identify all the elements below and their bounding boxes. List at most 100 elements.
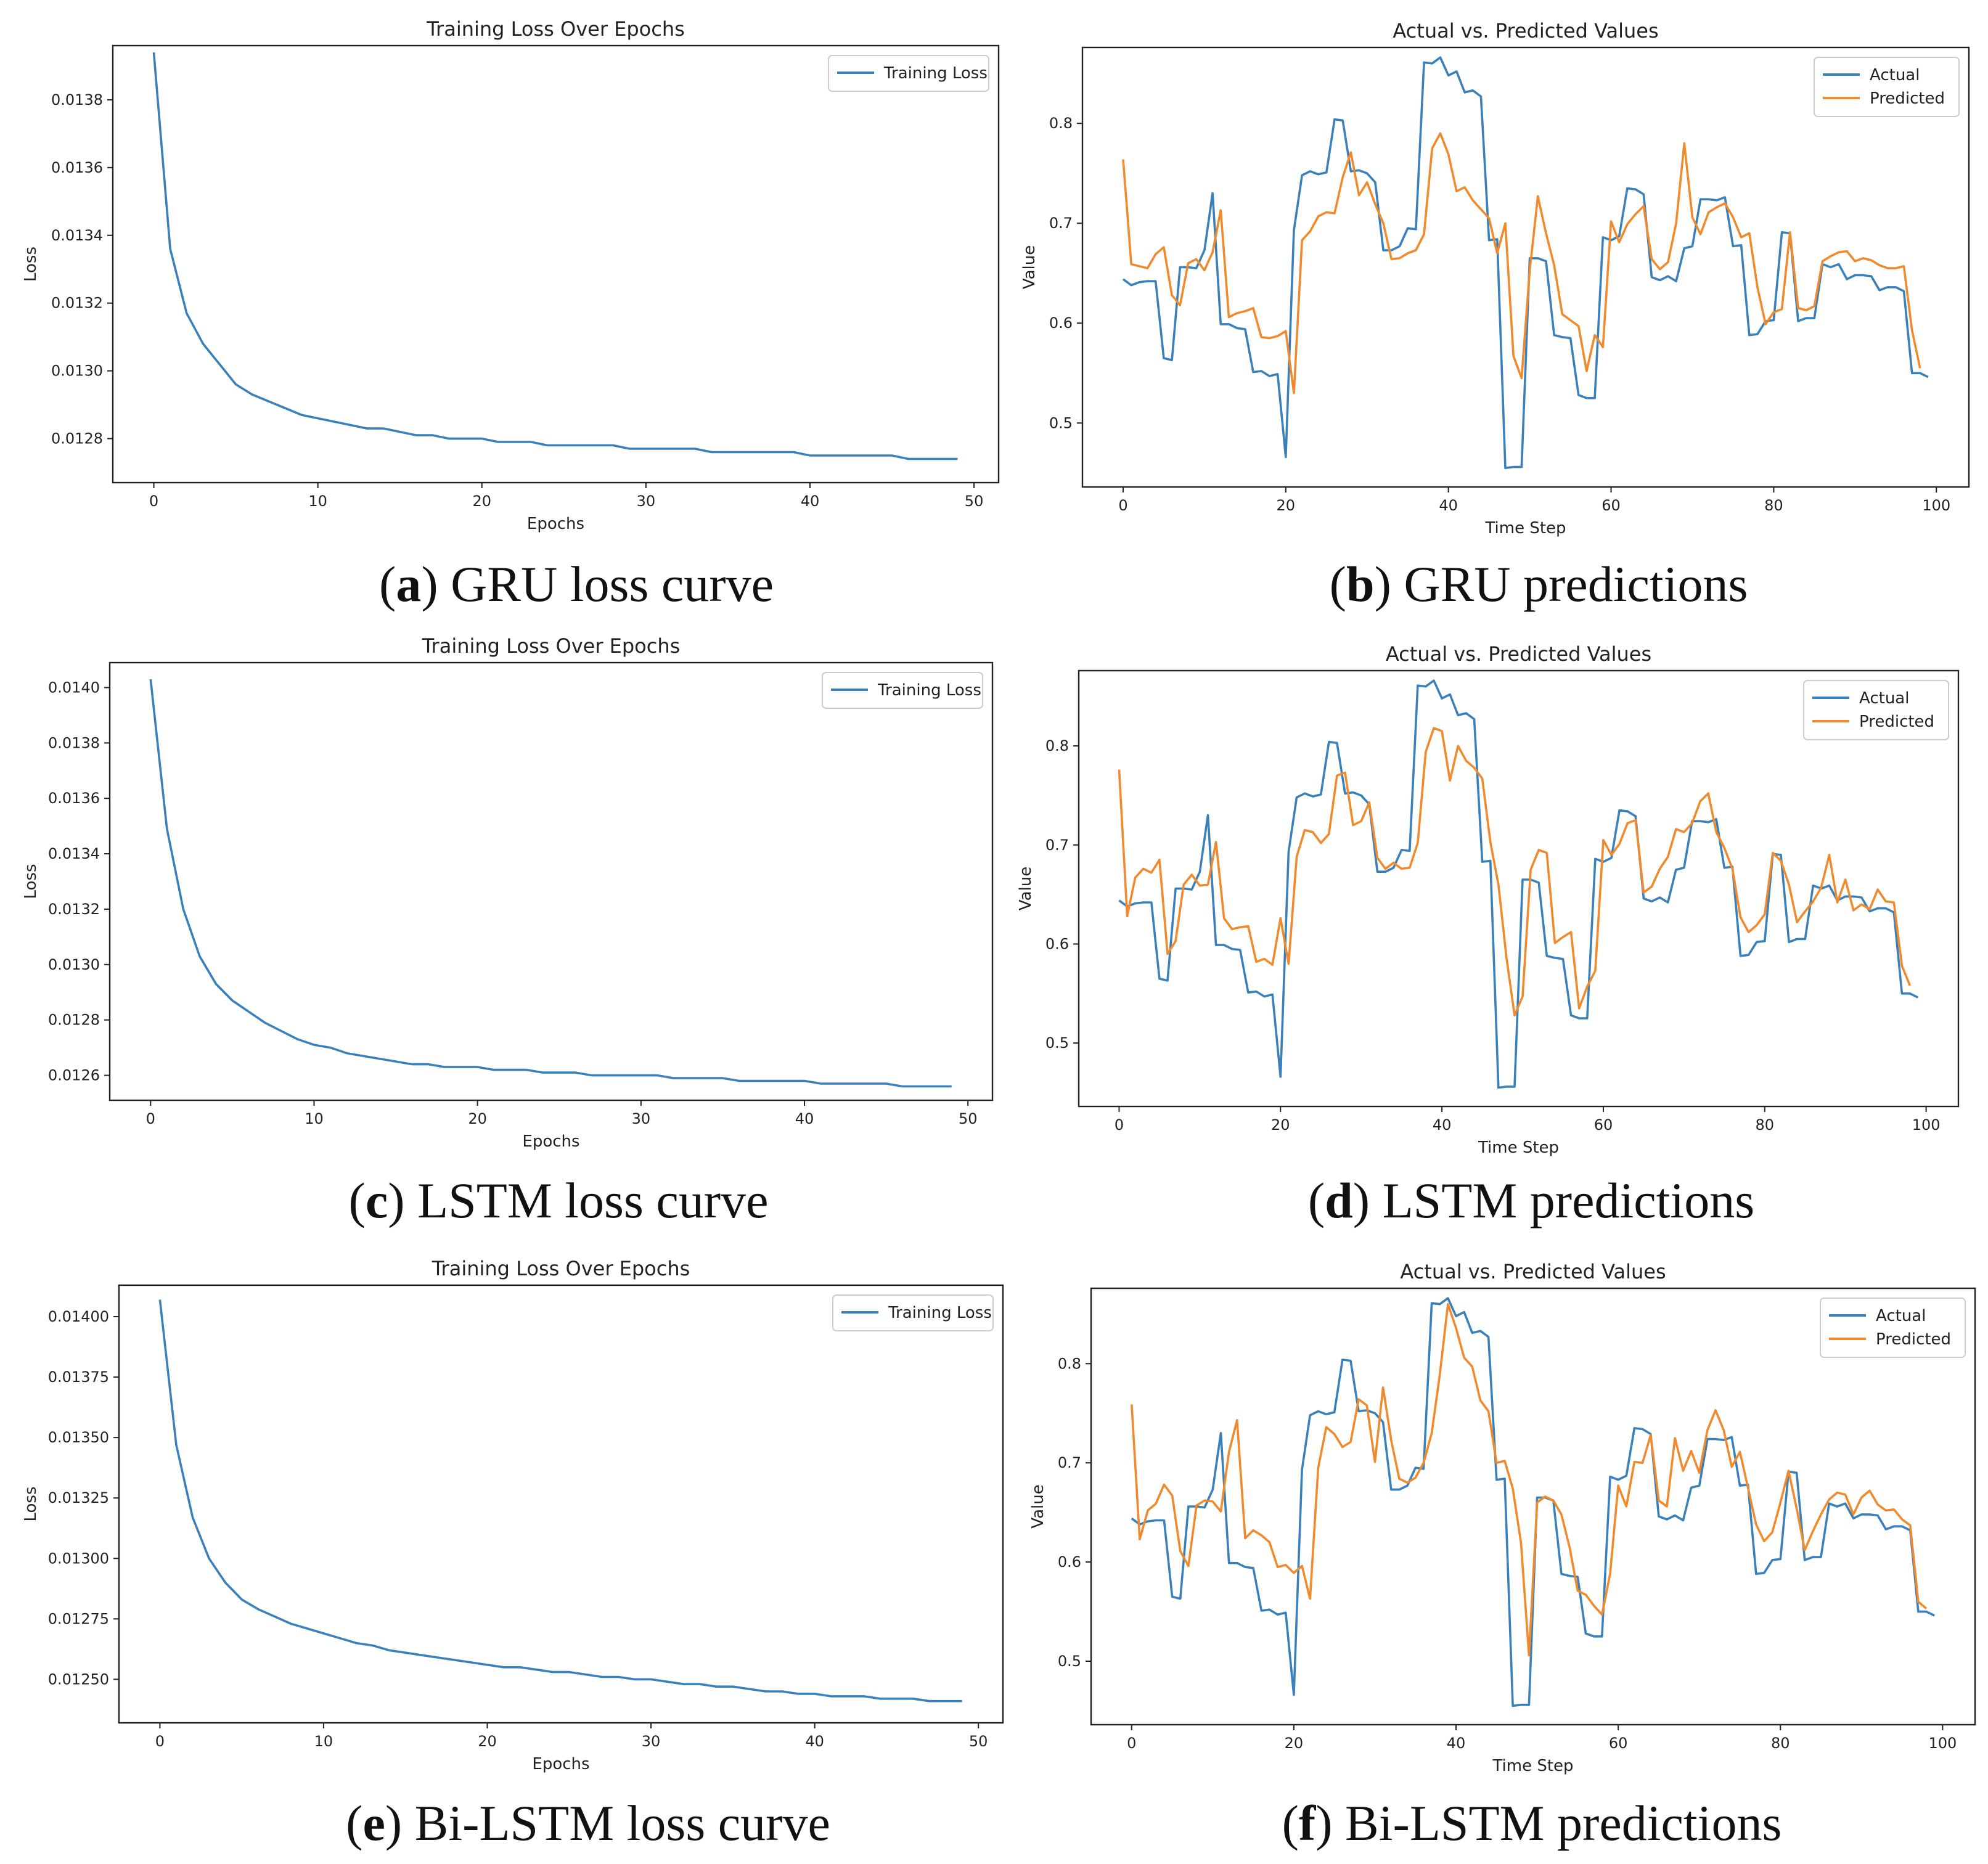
legend-box (832, 1294, 994, 1331)
x-tick-label: 80 (1764, 497, 1783, 514)
plot-frame (1081, 46, 1970, 488)
chart-title: Training Loss Over Epochs (422, 634, 681, 658)
legend-label: Actual (1876, 1307, 1926, 1325)
y-tick-label: 0.5 (1058, 1653, 1081, 1670)
x-tick-label: 60 (1601, 497, 1621, 514)
caption-paren-open: ( (349, 1172, 366, 1228)
caption-letter: e (362, 1795, 385, 1851)
x-tick-label: 10 (305, 1110, 324, 1127)
x-tick-label: 30 (632, 1110, 651, 1127)
caption-paren-open: ( (1330, 556, 1346, 612)
legend-box (828, 55, 989, 92)
x-tick-label: 20 (1271, 1116, 1290, 1134)
x-tick-label: 80 (1756, 1116, 1775, 1134)
x-tick-label: 0 (1118, 497, 1127, 514)
legend-label: Predicted (1876, 1330, 1951, 1349)
caption-paren-open: ( (346, 1795, 362, 1851)
x-tick-label: 0 (155, 1733, 165, 1750)
y-tick-label: 0.8 (1058, 1355, 1081, 1372)
y-tick-label: 0.8 (1045, 737, 1069, 754)
y-tick-label: 0.5 (1045, 1034, 1069, 1052)
series-line-actual (1131, 1297, 1935, 1707)
y-tick-label: 0.01325 (48, 1489, 109, 1506)
legend-box (1803, 680, 1949, 740)
caption-paren-close: ) (388, 1172, 417, 1228)
y-tick-label: 0.0134 (48, 845, 100, 862)
series-line-actual (1122, 56, 1929, 470)
y-tick-label: 0.0128 (48, 1012, 100, 1029)
legend-box (822, 672, 983, 709)
x-tick-label: 0 (149, 493, 158, 510)
y-tick-label: 0.01400 (48, 1308, 109, 1325)
x-axis-label: Time Step (1492, 1757, 1573, 1775)
x-tick-label: 50 (965, 493, 984, 510)
legend-box (1820, 1298, 1966, 1358)
chart-title: Actual vs. Predicted Values (1400, 1260, 1666, 1283)
legend: Training Loss (832, 1294, 994, 1331)
x-axis-label: Epochs (527, 515, 584, 533)
x-tick-label: 30 (637, 493, 656, 510)
x-tick-label: 40 (795, 1110, 814, 1127)
chart-title: Actual vs. Predicted Values (1393, 19, 1658, 43)
x-tick-label: 0 (1127, 1735, 1136, 1752)
series-line-training-loss (158, 1299, 962, 1703)
series-line-training-loss (152, 52, 958, 460)
x-axis-label: Time Step (1484, 519, 1566, 538)
y-axis-label: Loss (22, 247, 40, 282)
caption-a: (a) GRU loss curve (379, 556, 774, 612)
series-line-predicted (1118, 727, 1912, 1016)
x-tick-label: 80 (1771, 1735, 1790, 1752)
caption-paren-close: ) (1375, 556, 1404, 612)
legend-label: Predicted (1859, 713, 1934, 731)
legend-label: Predicted (1870, 89, 1945, 108)
x-tick-label: 50 (959, 1110, 978, 1127)
caption-paren-close: ) (385, 1795, 415, 1851)
x-tick-label: 0 (1115, 1116, 1124, 1134)
x-tick-label: 20 (478, 1733, 497, 1750)
x-tick-label: 50 (969, 1733, 988, 1750)
caption-text: GRU loss curve (451, 556, 774, 612)
y-tick-label: 0.0136 (48, 790, 100, 807)
x-tick-label: 100 (1922, 497, 1950, 514)
caption-c: (c) LSTM loss curve (349, 1172, 769, 1228)
y-tick-label: 0.01350 (48, 1429, 109, 1446)
legend-label: Actual (1870, 66, 1920, 84)
plot-frame (1090, 1287, 1976, 1726)
y-tick-label: 0.7 (1049, 215, 1073, 232)
plot-frame (1078, 669, 1960, 1108)
x-axis-label: Epochs (522, 1132, 579, 1151)
caption-text: GRU predictions (1404, 556, 1748, 612)
x-tick-label: 10 (308, 493, 327, 510)
legend-label: Training Loss (888, 1304, 992, 1322)
y-tick-label: 0.01250 (48, 1670, 109, 1688)
caption-letter: d (1325, 1172, 1353, 1228)
series-line-predicted (1131, 1302, 1928, 1657)
series-line-predicted (1122, 132, 1921, 394)
caption-b: (b) GRU predictions (1330, 556, 1748, 612)
legend: Actual Predicted (1814, 57, 1960, 117)
plot-frame (118, 1284, 1004, 1724)
legend-label: Training Loss (883, 64, 988, 83)
y-tick-label: 0.0126 (48, 1067, 100, 1084)
y-tick-label: 0.0136 (51, 159, 103, 176)
x-tick-label: 20 (472, 493, 491, 510)
x-tick-label: 0 (146, 1110, 155, 1127)
y-axis-label: Loss (22, 1486, 40, 1521)
x-tick-label: 40 (1447, 1735, 1466, 1752)
caption-text: LSTM predictions (1383, 1172, 1755, 1228)
legend: Actual Predicted (1820, 1298, 1966, 1358)
caption-letter: c (366, 1172, 388, 1228)
y-tick-label: 0.6 (1049, 314, 1073, 332)
y-tick-label: 0.6 (1045, 935, 1069, 952)
y-tick-label: 0.0138 (51, 91, 103, 108)
x-tick-label: 30 (642, 1733, 661, 1750)
y-tick-label: 0.0128 (51, 430, 103, 448)
y-tick-label: 0.0130 (51, 362, 103, 380)
series-line-training-loss (149, 679, 952, 1088)
y-tick-label: 0.0132 (51, 295, 103, 312)
plot-frame (108, 661, 994, 1102)
x-tick-label: 40 (1433, 1116, 1452, 1134)
y-axis-label: Value (1020, 245, 1039, 289)
legend-box (1814, 57, 1960, 117)
